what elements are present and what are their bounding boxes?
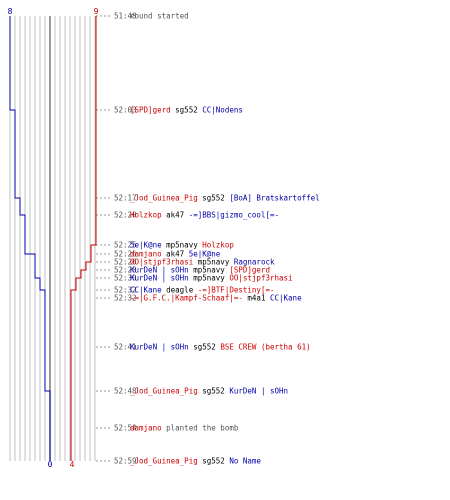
event-text: _Jod_Guinea_Pig sg552 KurDeN | sOHn [130,387,288,396]
team-counters: 8 9 0 4 [8,7,99,469]
timeline-grid [9,16,96,461]
event-part: Holzkop [130,211,162,220]
event-part: OO|stjpf3rhasi [130,258,193,267]
event-part: KurDeN | sOHn [130,274,189,283]
event-part: _Jod_Guinea_Pig [130,387,198,396]
red-team-line [70,16,97,461]
red-start-count: 9 [94,7,99,16]
event-part: _Jod_Guinea_Pig [130,194,198,203]
event-text: Holzkop ak47 -=]BBS|gizmo_cool[=- [130,211,279,220]
event-row: 52:03[SPD]gerd sg552 CC|Nodens [114,106,243,115]
event-time: 52:17 [114,194,137,203]
event-time: 52:26 [114,250,137,259]
event-part: KurDeN | sOHn [130,343,189,352]
event-text: damjano planted the bomb [130,424,239,433]
event-part: KurDeN | sOHn [229,387,288,396]
event-part: ak47 [162,250,189,259]
event-part: damjano [130,424,162,433]
event-time: 52:32 [114,294,137,303]
event-part: sg552 [198,387,230,396]
event-part: -=]BTF|Destiny[=- [198,286,275,295]
event-time: 52:54 [114,424,137,433]
event-part: Holzkop [202,241,234,250]
event-part: round started [130,12,189,21]
event-part: -=|G.F.C.|Kampf-Schaaf|=- [130,294,243,303]
event-part: -=]BBS|gizmo_cool[=- [189,211,279,220]
event-text: round started [130,12,189,21]
event-part: sg552 [171,106,203,115]
blue-end-count: 0 [48,460,53,469]
event-time: 52:59 [114,457,137,466]
event-time: 52:28 [114,266,137,275]
event-part: OO|stjpf3rhasi [229,274,292,283]
event-time: 52:30 [114,274,137,283]
team-alive-lines [9,16,97,461]
event-text: -=|G.F.C.|Kampf-Schaaf|=- m4a1 CC|Kane [130,294,302,303]
event-part: m4a1 [243,294,270,303]
event-connectors [96,15,112,462]
event-time: 52:32 [114,286,137,295]
event-part: No Name [229,457,261,466]
event-row: 52:32-=|G.F.C.|Kampf-Schaaf|=- m4a1 CC|K… [114,294,302,303]
blue-team-line [9,16,51,461]
event-part: mp5navy [189,274,230,283]
event-part: planted the bomb [162,424,239,433]
event-text: KurDeN | sOHn mp5navy [SPD]gerd [130,266,270,275]
blue-start-count: 8 [8,7,13,16]
event-part: mp5navy [189,266,230,275]
event-text: 5e|K@ne mp5navy Holzkop [130,241,234,250]
event-row: 52:59_Jod_Guinea_Pig sg552 No Name [114,457,261,466]
event-time: 52:26 [114,258,137,267]
event-row: 52:17_Jod_Guinea_Pig sg552 [BoA] Bratska… [114,194,320,203]
event-text: OO|stjpf3rhasi mp5navy Ragnarock [130,258,275,267]
event-part: _Jod_Guinea_Pig [130,457,198,466]
event-part: 5e|K@ne [189,250,221,259]
event-part: 5e|K@ne [130,241,162,250]
event-text: _Jod_Guinea_Pig sg552 No Name [130,457,261,466]
event-part: CC|Nodens [202,106,243,115]
event-part: CC|Kane [130,286,162,295]
event-part: mp5navy [193,258,234,267]
event-part: CC|Kane [270,294,302,303]
event-part: mp5navy [162,241,203,250]
event-text: CC|Kane deagle -=]BTF|Destiny[=- [130,286,275,295]
event-row: 52:48_Jod_Guinea_Pig sg552 KurDeN | sOHn [114,387,288,396]
event-text: _Jod_Guinea_Pig sg552 [BoA] Bratskartoff… [130,194,320,203]
event-part: sg552 [198,194,230,203]
event-text: damjano ak47 5e|K@ne [130,250,221,259]
event-part: KurDeN | sOHn [130,266,189,275]
event-text: KurDeN | sOHn sg552 BSE CREW (bertha 61) [130,343,311,352]
event-part: [SPD]gerd [130,106,171,115]
event-time: 52:25 [114,241,137,250]
event-part: ak47 [162,211,189,220]
event-part: deagle [162,286,198,295]
event-part: damjano [130,250,162,259]
event-time: 52:41 [114,343,137,352]
event-text: KurDeN | sOHn mp5navy OO|stjpf3rhasi [130,274,293,283]
event-time: 52:48 [114,387,137,396]
event-part: sg552 [198,457,230,466]
event-part: [SPD]gerd [229,266,270,275]
red-end-count: 4 [70,460,75,469]
event-time: 51:48 [114,12,137,21]
event-part: BSE CREW (bertha 61) [220,343,310,352]
event-part: sg552 [189,343,221,352]
event-part: [BoA] Bratskartoffel [229,194,319,203]
event-time: 52:20 [114,211,137,220]
event-part: Ragnarock [234,258,275,267]
event-time: 52:03 [114,106,137,115]
event-text: [SPD]gerd sg552 CC|Nodens [130,106,243,115]
